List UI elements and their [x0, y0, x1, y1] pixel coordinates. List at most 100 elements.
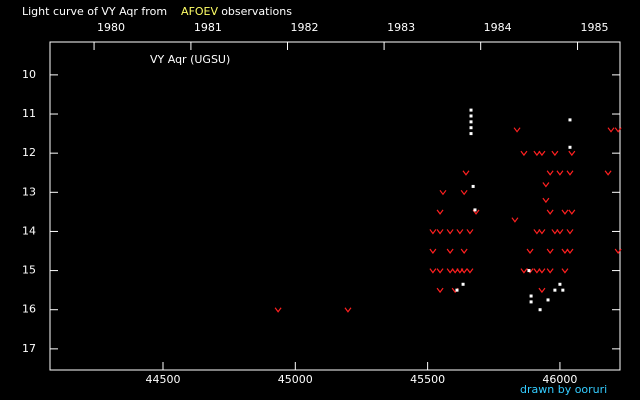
- y-tick-label: 11: [22, 107, 36, 120]
- upper-limit-mark: [460, 268, 468, 274]
- upper-limit-mark: [542, 197, 550, 204]
- upper-limit-mark: [533, 150, 541, 157]
- chart-title: Light curve of VY Aqr from AFOEV observati…: [22, 5, 292, 18]
- observation-point: [469, 120, 473, 124]
- upper-limit-mark: [446, 229, 454, 235]
- observation-point: [471, 184, 475, 188]
- upper-limit-mark: [344, 307, 352, 313]
- upper-limit-mark: [607, 127, 615, 133]
- x-tick-label: 44500: [145, 373, 180, 386]
- title-part: AFOEV: [181, 5, 218, 18]
- upper-limit-mark: [538, 229, 546, 235]
- upper-limit-mark: [439, 189, 447, 196]
- star-label: VY Aqr (UGSU): [150, 53, 230, 66]
- upper-limit-mark: [538, 287, 546, 294]
- upper-limit-mark: [429, 248, 437, 255]
- y-tick-label: 10: [22, 68, 36, 81]
- upper-limit-mark: [566, 229, 574, 235]
- upper-limit-mark: [436, 268, 444, 274]
- upper-limit-mark: [466, 268, 474, 274]
- upper-limit-mark: [436, 209, 444, 215]
- observation-point: [568, 118, 572, 122]
- upper-limit-mark: [561, 268, 569, 274]
- upper-limit-mark: [542, 182, 550, 188]
- upper-limit-mark: [566, 248, 574, 255]
- upper-limit-mark: [561, 248, 569, 255]
- title-part: observations: [221, 5, 292, 18]
- upper-limit-mark: [446, 268, 454, 274]
- upper-limit-mark: [546, 209, 554, 215]
- upper-limit-mark: [538, 268, 546, 274]
- observation-point: [473, 208, 477, 212]
- upper-limit-mark: [460, 189, 468, 196]
- upper-limit-mark: [513, 127, 521, 133]
- observation-point: [469, 108, 473, 112]
- upper-limit-mark: [546, 170, 554, 176]
- observation-point: [538, 308, 542, 312]
- x2-tick-label: 1982: [291, 21, 319, 34]
- upper-limit-mark: [462, 170, 470, 176]
- upper-limit-mark: [614, 248, 622, 255]
- x2-tick-label: 1984: [484, 21, 512, 34]
- upper-limit-mark: [466, 229, 474, 235]
- upper-limit-mark: [614, 127, 622, 133]
- x2-tick-label: 1985: [581, 21, 609, 34]
- y-tick-label: 14: [22, 224, 36, 237]
- upper-limit-mark: [456, 229, 464, 235]
- credit: drawn by ooruri: [520, 383, 607, 396]
- upper-limit-mark: [460, 248, 468, 255]
- x2-tick-label: 1983: [387, 21, 415, 34]
- x-tick-label: 46000: [542, 373, 577, 386]
- upper-limit-mark: [556, 229, 564, 235]
- upper-limit-mark: [274, 307, 282, 313]
- plot-frame: [49, 41, 621, 371]
- title-part: Light curve of VY Aqr from: [22, 5, 167, 18]
- observation-point: [527, 269, 531, 273]
- upper-limit-mark: [526, 248, 534, 255]
- upper-limit-mark: [546, 248, 554, 255]
- y-tick-label: 17: [22, 342, 36, 355]
- x-tick-label: 45000: [278, 373, 313, 386]
- x2-tick-label: 1981: [194, 21, 222, 34]
- x-tick-label: 45500: [410, 373, 445, 386]
- observation-point: [546, 298, 550, 302]
- observation-point: [529, 300, 533, 304]
- y-tick-label: 13: [22, 185, 36, 198]
- observation-point: [469, 126, 473, 130]
- upper-limit-mark: [520, 150, 528, 157]
- y-tick-label: 15: [22, 264, 36, 277]
- upper-limit-mark: [538, 150, 546, 157]
- upper-limit-mark: [566, 170, 574, 176]
- upper-limit-mark: [533, 229, 541, 235]
- x2-tick-label: 1980: [97, 21, 125, 34]
- observation-point: [469, 114, 473, 118]
- upper-limit-mark: [429, 268, 437, 274]
- upper-limit-mark: [568, 209, 576, 215]
- upper-limit-mark: [568, 150, 576, 157]
- upper-limit-mark: [436, 287, 444, 294]
- observation-point: [561, 288, 565, 292]
- upper-limit-mark: [451, 268, 459, 274]
- observation-point: [558, 282, 562, 286]
- observation-point: [553, 288, 557, 292]
- upper-limit-mark: [604, 170, 612, 176]
- y-tick-label: 12: [22, 146, 36, 159]
- upper-limit-mark: [556, 170, 564, 176]
- observation-point: [568, 145, 572, 149]
- observation-point: [455, 288, 459, 292]
- upper-limit-mark: [436, 229, 444, 235]
- observation-point: [469, 132, 473, 136]
- upper-limit-mark: [520, 268, 528, 274]
- upper-limit-mark: [551, 229, 559, 235]
- upper-limit-mark: [429, 229, 437, 235]
- upper-limit-mark: [551, 150, 559, 157]
- upper-limit-mark: [446, 248, 454, 255]
- upper-limit-mark: [511, 217, 519, 223]
- y-tick-label: 16: [22, 303, 36, 316]
- upper-limit-mark: [533, 268, 541, 274]
- observation-point: [461, 282, 465, 286]
- upper-limit-mark: [561, 209, 569, 215]
- observation-point: [529, 294, 533, 298]
